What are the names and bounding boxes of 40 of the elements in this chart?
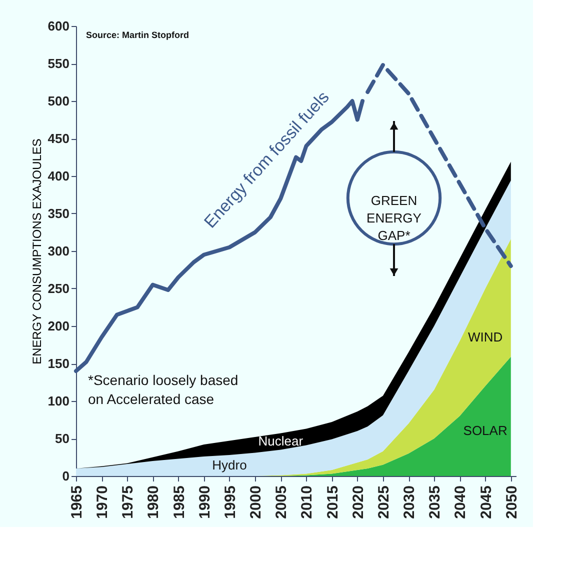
- y-tick-label: 450: [48, 131, 70, 146]
- x-tick-label: 1970: [94, 486, 112, 519]
- x-tick-label: 2000: [248, 486, 265, 519]
- y-tick-label: 500: [48, 94, 70, 108]
- series-label: Nuclear: [258, 434, 304, 448]
- y-tick-label: 150: [48, 356, 70, 371]
- x-tick-label: 2050: [503, 486, 520, 519]
- x-tick-label: 2020: [350, 486, 367, 519]
- x-tick-label: 2045: [478, 486, 495, 519]
- x-tick-label: 1975: [120, 486, 137, 519]
- x-tick-label: 1980: [145, 486, 162, 519]
- x-tick-label: 2040: [452, 486, 470, 519]
- annotation: GREEN ENERGY GAP*: [366, 193, 422, 244]
- y-tick-label: 100: [48, 394, 70, 408]
- x-tick-label: 2005: [273, 486, 290, 519]
- x-tick-label: 2025: [375, 486, 392, 519]
- y-tick-label: 300: [48, 244, 70, 258]
- y-tick-label: 400: [48, 168, 70, 184]
- annotation: *Scenario loosely based on Accelerated case: [88, 372, 238, 407]
- x-tick-label: 1965: [68, 486, 86, 519]
- x-tick-label: 1990: [196, 486, 214, 519]
- y-tick-label: 0: [62, 468, 70, 484]
- y-tick-label: 600: [48, 18, 70, 34]
- x-tick-label: 1995: [222, 486, 239, 519]
- x-tick-label: 2035: [426, 486, 444, 519]
- y-tick-label: 50: [55, 431, 70, 446]
- series-label: SOLAR: [463, 423, 508, 438]
- y-tick-label: 200: [48, 318, 70, 334]
- x-tick-label: 2010: [298, 486, 316, 519]
- x-tick-label: 2030: [401, 486, 418, 519]
- x-tick-label: 1985: [170, 486, 188, 519]
- line-series: [366, 63, 513, 268]
- annotation: Source: Martin Stopford: [86, 30, 189, 40]
- y-axis-title: ENERGY CONSUMPTIONS EXAJOULES: [30, 138, 44, 364]
- series-label: Hydro: [212, 458, 247, 472]
- y-tick-label: 350: [48, 206, 70, 221]
- x-tick-label: 2015: [324, 486, 342, 519]
- y-tick-label: 550: [48, 56, 70, 71]
- y-tick-label: 250: [48, 281, 70, 296]
- series-label: WIND: [468, 329, 503, 344]
